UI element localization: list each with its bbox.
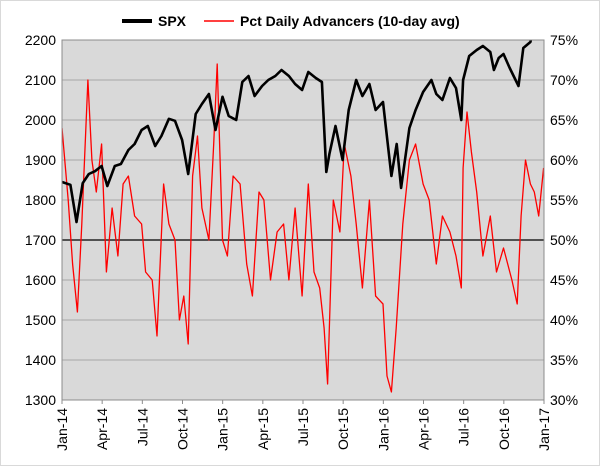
right-y-tick-label: 55% bbox=[550, 192, 578, 208]
right-y-tick-label: 65% bbox=[550, 112, 578, 128]
x-tick-label: Oct-15 bbox=[335, 408, 351, 450]
left-y-tick-label: 1500 bbox=[25, 312, 56, 328]
x-tick-label: Oct-14 bbox=[175, 408, 191, 450]
right-y-tick-label: 70% bbox=[550, 72, 578, 88]
legend-label-spx: SPX bbox=[158, 13, 187, 29]
left-y-tick-label: 2200 bbox=[25, 32, 56, 48]
right-y-tick-label: 60% bbox=[550, 152, 578, 168]
x-tick-label: Jan-14 bbox=[54, 408, 70, 451]
series-group bbox=[62, 40, 544, 393]
x-tick-label: Apr-15 bbox=[255, 408, 271, 450]
series-line-pct-daily-advancers bbox=[62, 63, 544, 393]
left-y-tick-label: 1300 bbox=[25, 392, 56, 408]
left-y-tick-label: 1400 bbox=[25, 352, 56, 368]
x-tick-label: Jul-15 bbox=[295, 408, 311, 446]
x-tick-label: Jan-15 bbox=[215, 408, 231, 451]
left-y-tick-label: 2100 bbox=[25, 72, 56, 88]
right-y-tick-label: 40% bbox=[550, 312, 578, 328]
plot-area bbox=[62, 40, 544, 400]
x-tick-label: Oct-16 bbox=[496, 408, 512, 450]
left-y-tick-label: 2000 bbox=[25, 112, 56, 128]
x-tick-label: Jan-16 bbox=[375, 408, 391, 451]
right-y-tick-label: 45% bbox=[550, 272, 578, 288]
right-y-tick-label: 50% bbox=[550, 232, 578, 248]
left-y-tick-label: 1900 bbox=[25, 152, 56, 168]
right-y-tick-label: 30% bbox=[550, 392, 578, 408]
left-y-tick-label: 1600 bbox=[25, 272, 56, 288]
right-y-axis: 75% 70% 65% 60% 55% 50% 45% 40% 35% 30% bbox=[550, 32, 578, 408]
left-y-tick-label: 1700 bbox=[25, 232, 56, 248]
left-y-axis: 2200 2100 2000 1900 1800 1700 1600 1500 1400 1300 bbox=[25, 32, 56, 408]
x-tick-label: Apr-16 bbox=[416, 408, 432, 450]
x-tick-label: Jul-16 bbox=[456, 408, 472, 446]
right-y-tick-label: 75% bbox=[550, 32, 578, 48]
x-tick-label: Jan-17 bbox=[536, 408, 552, 451]
legend-label-advancers: Pct Daily Advancers (10-day avg) bbox=[240, 13, 460, 29]
left-y-tick-label: 1800 bbox=[25, 192, 56, 208]
x-tick-label: Apr-14 bbox=[94, 408, 110, 450]
right-y-tick-label: 35% bbox=[550, 352, 578, 368]
x-tick-label: Jul-14 bbox=[134, 408, 150, 446]
x-axis: Jan-14 Apr-14 Jul-14 Oct-14 Jan-15 Apr-15 Jul-… bbox=[54, 400, 552, 451]
series-line-spx bbox=[62, 40, 533, 224]
legend: SPX Pct Daily Advancers (10-day avg) bbox=[122, 13, 460, 29]
